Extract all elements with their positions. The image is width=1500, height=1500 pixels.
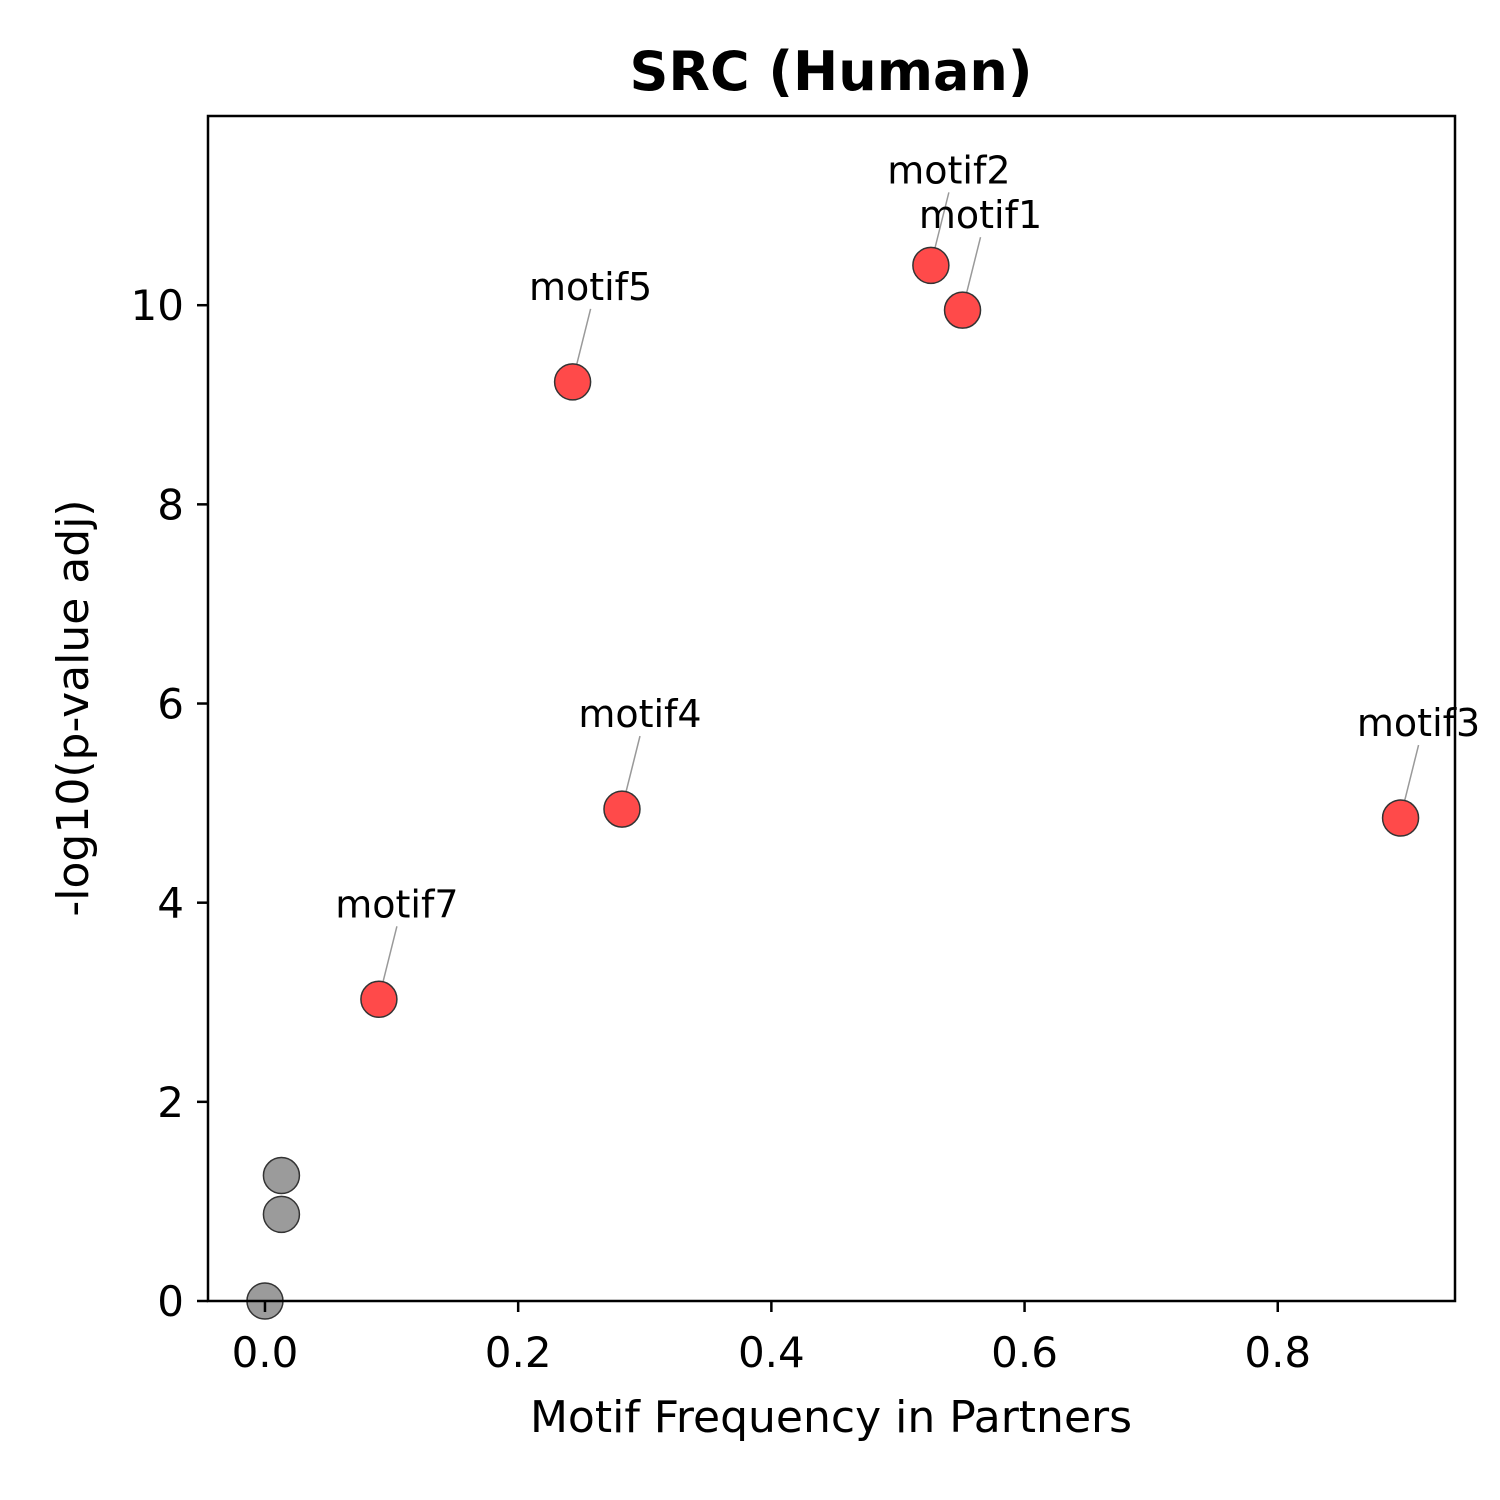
plot-frame	[206, 114, 1457, 1303]
y-tick-label: 0	[157, 1277, 184, 1326]
point-label: motif1	[919, 193, 1042, 237]
label-leader-line	[964, 236, 982, 298]
y-tick-label: 8	[157, 480, 184, 529]
x-tick-label: 0.4	[738, 1328, 805, 1377]
y-tick-label: 2	[157, 1078, 184, 1127]
y-axis-ticks: 0 2 4 6 8 10	[131, 281, 208, 1326]
x-tick-label: 0.8	[1244, 1328, 1311, 1377]
point-label: motif5	[529, 265, 652, 309]
significant-point	[360, 980, 398, 1019]
x-tick-label: 0.2	[485, 1328, 552, 1377]
chart-title: SRC (Human)	[629, 40, 1032, 103]
nonsignificant-point	[262, 1195, 301, 1234]
significant-point	[1381, 799, 1420, 837]
label-leader-line	[381, 926, 398, 987]
label-leader-line	[1402, 744, 1420, 806]
label-leader-line	[933, 192, 950, 253]
y-tick-label: 6	[157, 680, 184, 729]
nonsignificant-point	[262, 1156, 301, 1195]
point-label: motif7	[335, 882, 458, 926]
label-leader-line	[624, 735, 641, 797]
point-label: motif2	[887, 148, 1010, 192]
y-axis-label: -log10(p-value adj)	[48, 499, 99, 916]
point-label: motif3	[1357, 701, 1480, 745]
x-tick-label: 0.0	[232, 1328, 299, 1377]
x-axis-ticks: 0.0 0.2 0.4 0.6 0.8	[232, 1301, 1311, 1377]
significant-point	[553, 363, 592, 401]
x-tick-label: 0.6	[991, 1328, 1058, 1377]
point-label: motif4	[578, 692, 701, 736]
label-leader-line	[574, 308, 592, 370]
y-tick-label: 10	[131, 281, 184, 330]
y-tick-label: 4	[157, 879, 184, 928]
significant-point	[943, 291, 982, 329]
significant-point	[912, 246, 950, 285]
significant-point	[603, 790, 641, 828]
x-axis-label: Motif Frequency in Partners	[530, 1392, 1132, 1443]
